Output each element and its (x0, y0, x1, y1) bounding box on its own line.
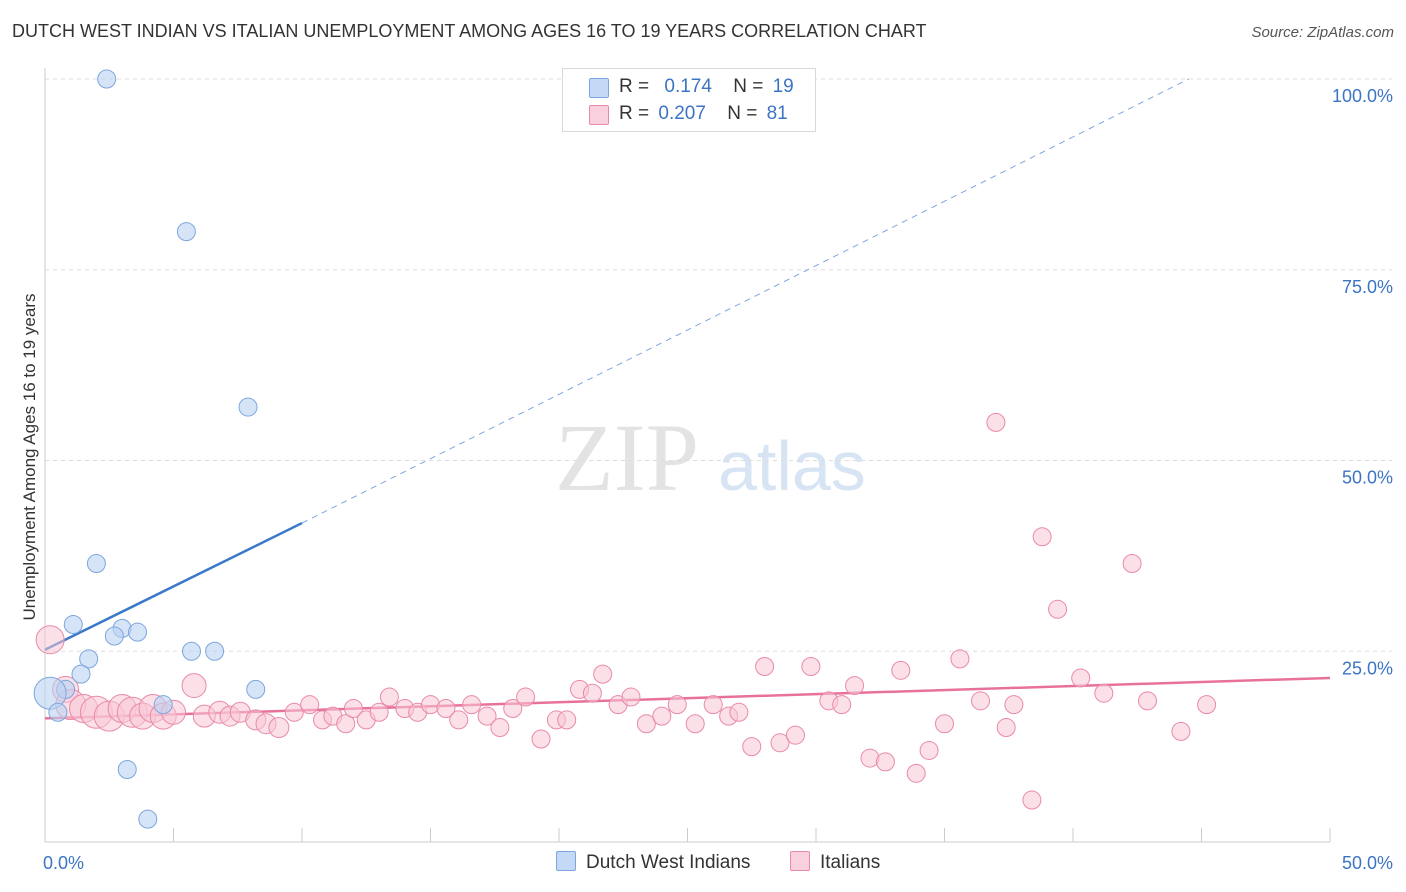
dutch-west-indians-point (63, 615, 83, 635)
dutch-west-indians-point (71, 664, 91, 684)
italians-point (1122, 554, 1142, 574)
italians-point (503, 698, 523, 718)
dutch-west-indians-point (104, 626, 124, 646)
italians-point (621, 687, 641, 707)
italians-point (1022, 790, 1042, 810)
italians-point (845, 676, 865, 696)
dutch-west-indians-point (128, 622, 148, 642)
bottom-legend-italians-label: Italians (820, 852, 881, 873)
italians-point (1071, 668, 1091, 688)
dutch-west-indians-point (181, 641, 201, 661)
watermark-atlas: atlas (718, 427, 866, 505)
legend-r-label: R = (619, 76, 650, 97)
italians-point (986, 412, 1006, 432)
legend-swatch-dutch (589, 78, 609, 98)
dutch-west-indians-point (79, 649, 99, 669)
bottom-legend-dutch: Dutch West Indians (556, 851, 750, 874)
y-tick-label: 50.0% (1342, 468, 1393, 488)
dutch-west-indians-point (153, 695, 173, 715)
dutch-west-indians-point (97, 69, 117, 89)
italians-point (742, 737, 762, 757)
dutch-west-indians-point (48, 702, 68, 722)
dutch-west-indians-point (138, 809, 158, 829)
italians-point (35, 625, 65, 655)
italians-point (531, 729, 551, 749)
dutch-trend-line (44, 521, 303, 651)
italians-point (300, 695, 320, 715)
italians-point (755, 657, 775, 677)
italians-point (343, 698, 363, 718)
italians-point (1032, 527, 1052, 547)
italians-point (935, 714, 954, 734)
source-label: Source: ZipAtlas.com (1251, 24, 1394, 41)
legend-n-label: N = (733, 76, 764, 97)
italians-point (516, 687, 536, 707)
italians-point (462, 695, 482, 715)
italians-point (582, 683, 602, 703)
legend-r-value: 0.207 (658, 103, 706, 124)
x-tick-label: 0.0% (43, 853, 84, 873)
bottom-legend-dutch-label: Dutch West Indians (586, 852, 751, 873)
legend-swatch-italians (589, 105, 609, 125)
italians-point (369, 702, 389, 722)
dutch-west-indians-point (176, 222, 196, 242)
italians-point (379, 687, 399, 707)
x-tick-label: 50.0% (1342, 853, 1393, 873)
italians-point (336, 714, 356, 734)
italians-point (490, 718, 510, 738)
dutch-west-indians-point (86, 554, 106, 574)
italians-point (906, 763, 926, 783)
italians-point (919, 740, 939, 760)
italians-point (1171, 721, 1191, 741)
bottom-swatch-italians (790, 851, 810, 871)
italians-point (652, 706, 672, 726)
italians-point (1048, 599, 1068, 619)
dutch-west-indians-point (246, 679, 266, 699)
y-tick-label: 100.0% (1332, 86, 1393, 106)
dutch-west-indians-point (205, 641, 225, 661)
dutch-west-indians-point (238, 397, 258, 417)
italians-point (970, 691, 990, 711)
chart-title: DUTCH WEST INDIAN VS ITALIAN UNEMPLOYMEN… (12, 21, 927, 41)
italians-point (703, 695, 723, 715)
italians-point (950, 649, 970, 669)
italians-point (785, 725, 805, 745)
legend-n-value: 19 (772, 76, 794, 97)
italians-point (729, 702, 749, 722)
italians-point (801, 657, 821, 677)
italians-point (268, 717, 290, 739)
watermark-zip: ZIP (555, 404, 699, 511)
legend-n-label: N = (727, 103, 758, 124)
italians-point (667, 695, 687, 715)
dutch-west-indians-point (117, 760, 137, 780)
bottom-legend-italians: Italians (790, 851, 880, 874)
legend-n-value: 81 (766, 103, 788, 124)
y-tick-label: 25.0% (1342, 658, 1393, 678)
italians-point (449, 710, 469, 730)
dutch-trend-extension (301, 78, 1189, 524)
italians-point (477, 706, 497, 726)
italians-point (284, 702, 304, 722)
italians-point (1004, 695, 1024, 715)
legend-r-label: R = (619, 103, 650, 124)
italians-point (770, 733, 790, 753)
stats-legend: R = 0.174 N = 19 R = 0.207 N = 81 (562, 68, 816, 132)
legend-r-value: 0.174 (664, 76, 712, 97)
italians-point (832, 695, 852, 715)
italians-point (875, 752, 895, 772)
italians-point (593, 664, 613, 684)
italians-point (181, 673, 207, 699)
italians-point (996, 718, 1016, 738)
italians-point (1197, 695, 1217, 715)
italians-point (1094, 683, 1114, 703)
italians-point (1138, 691, 1158, 711)
italians-point (685, 714, 705, 734)
bottom-swatch-dutch (556, 851, 576, 871)
y-tick-label: 75.0% (1342, 277, 1393, 297)
italians-point (636, 714, 656, 734)
italians-point (557, 710, 577, 730)
italians-point (436, 698, 456, 718)
italians-point (891, 660, 911, 680)
